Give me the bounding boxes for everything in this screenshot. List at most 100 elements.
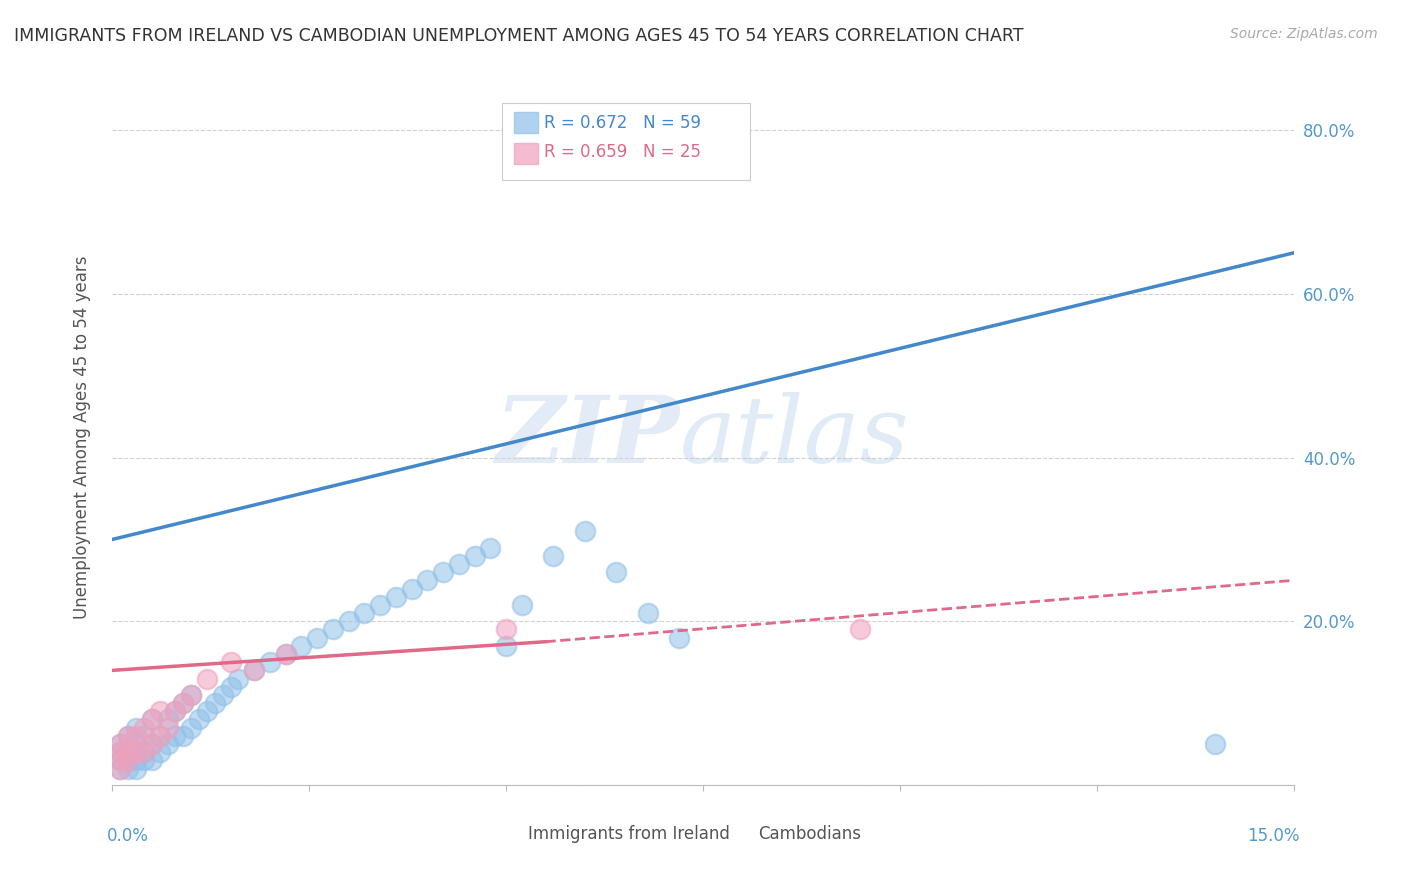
Point bbox=[243, 664, 266, 678]
Text: Cambodians: Cambodians bbox=[758, 825, 862, 843]
Point bbox=[141, 737, 163, 751]
Point bbox=[479, 541, 502, 555]
Point bbox=[259, 655, 281, 669]
Point bbox=[605, 565, 627, 579]
Text: atlas: atlas bbox=[679, 392, 908, 482]
Point bbox=[195, 704, 218, 718]
Point bbox=[290, 639, 312, 653]
Point bbox=[447, 557, 470, 571]
Point bbox=[849, 623, 872, 637]
Point bbox=[141, 713, 163, 727]
Point bbox=[110, 762, 132, 776]
Point bbox=[307, 631, 329, 645]
Point bbox=[110, 745, 132, 759]
Point bbox=[156, 713, 179, 727]
Point bbox=[172, 696, 194, 710]
Point bbox=[110, 737, 132, 751]
Text: 0.0%: 0.0% bbox=[107, 827, 149, 845]
Point bbox=[211, 688, 233, 702]
Point bbox=[228, 672, 250, 686]
Point bbox=[149, 704, 172, 718]
Point bbox=[353, 606, 375, 620]
Text: R = 0.659   N = 25: R = 0.659 N = 25 bbox=[544, 143, 700, 161]
Point bbox=[165, 729, 187, 743]
Text: ZIP: ZIP bbox=[495, 392, 679, 482]
Point bbox=[172, 729, 194, 743]
Point bbox=[132, 753, 155, 767]
Point bbox=[219, 655, 242, 669]
FancyBboxPatch shape bbox=[502, 103, 751, 179]
Point bbox=[368, 598, 391, 612]
Point bbox=[574, 147, 596, 161]
Point bbox=[132, 721, 155, 735]
Text: 15.0%: 15.0% bbox=[1247, 827, 1299, 845]
Point bbox=[385, 590, 408, 604]
Point bbox=[125, 729, 148, 743]
Point bbox=[117, 745, 139, 759]
Point bbox=[322, 623, 344, 637]
Point bbox=[495, 639, 517, 653]
Point bbox=[243, 664, 266, 678]
Point bbox=[432, 565, 454, 579]
Text: Source: ZipAtlas.com: Source: ZipAtlas.com bbox=[1230, 27, 1378, 41]
Point bbox=[149, 729, 172, 743]
Point bbox=[180, 688, 202, 702]
Point bbox=[125, 745, 148, 759]
Point bbox=[156, 721, 179, 735]
Point bbox=[165, 704, 187, 718]
Point bbox=[149, 745, 172, 759]
Point bbox=[172, 696, 194, 710]
Point bbox=[180, 721, 202, 735]
Point bbox=[165, 704, 187, 718]
Point bbox=[125, 737, 148, 751]
Point bbox=[117, 729, 139, 743]
Point bbox=[156, 737, 179, 751]
Point bbox=[117, 745, 139, 759]
Point bbox=[180, 688, 202, 702]
Point bbox=[110, 762, 132, 776]
Text: IMMIGRANTS FROM IRELAND VS CAMBODIAN UNEMPLOYMENT AMONG AGES 45 TO 54 YEARS CORR: IMMIGRANTS FROM IRELAND VS CAMBODIAN UNE… bbox=[14, 27, 1024, 45]
Point bbox=[117, 729, 139, 743]
Point bbox=[274, 647, 297, 661]
Point bbox=[125, 721, 148, 735]
Point bbox=[274, 647, 297, 661]
Text: Immigrants from Ireland: Immigrants from Ireland bbox=[529, 825, 730, 843]
Point bbox=[543, 549, 565, 563]
Point bbox=[1204, 737, 1226, 751]
Point bbox=[141, 737, 163, 751]
Point bbox=[219, 680, 242, 694]
Point bbox=[110, 745, 132, 759]
Point bbox=[141, 713, 163, 727]
Point bbox=[132, 729, 155, 743]
Point bbox=[117, 762, 139, 776]
Point bbox=[668, 631, 690, 645]
Bar bbox=[515, 112, 537, 133]
Point bbox=[110, 753, 132, 767]
Point bbox=[195, 672, 218, 686]
Point bbox=[637, 606, 659, 620]
Bar bbox=[733, 818, 754, 837]
Point bbox=[110, 737, 132, 751]
Y-axis label: Unemployment Among Ages 45 to 54 years: Unemployment Among Ages 45 to 54 years bbox=[73, 255, 91, 619]
Point bbox=[132, 745, 155, 759]
Point bbox=[204, 696, 226, 710]
Point bbox=[125, 753, 148, 767]
Point bbox=[141, 753, 163, 767]
Point bbox=[510, 598, 533, 612]
Point bbox=[464, 549, 486, 563]
Point bbox=[495, 623, 517, 637]
Point bbox=[149, 729, 172, 743]
Point bbox=[416, 574, 439, 588]
Point bbox=[401, 582, 423, 596]
Text: R = 0.672   N = 59: R = 0.672 N = 59 bbox=[544, 113, 700, 131]
Point bbox=[337, 614, 360, 628]
Point bbox=[117, 753, 139, 767]
Point bbox=[574, 524, 596, 539]
Bar bbox=[515, 143, 537, 163]
Point bbox=[188, 713, 211, 727]
Point bbox=[117, 753, 139, 767]
Bar bbox=[502, 818, 523, 837]
Point bbox=[110, 753, 132, 767]
Point bbox=[132, 745, 155, 759]
Point bbox=[125, 762, 148, 776]
